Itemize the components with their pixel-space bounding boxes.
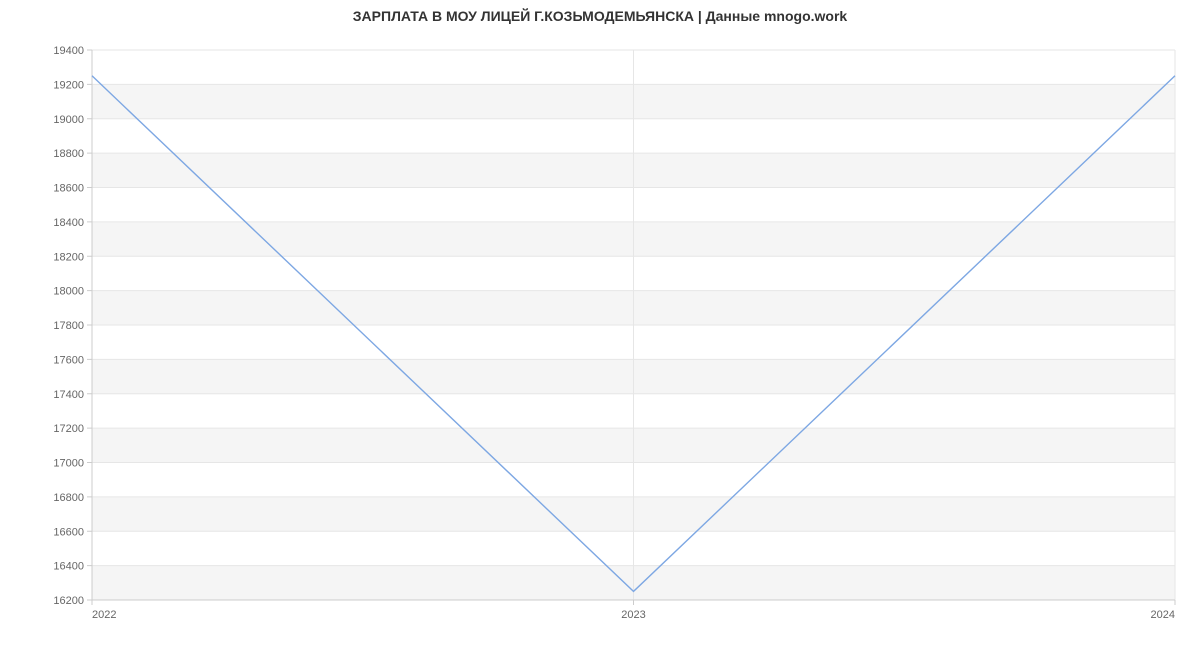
y-tick-label: 18400 [53, 217, 84, 229]
y-tick-label: 18600 [53, 183, 84, 195]
x-tick-label: 2024 [1151, 609, 1175, 621]
y-tick-label: 16200 [53, 595, 84, 607]
chart-svg: 16200 16400 16600 16800 17000 17200 17400 17600… [0, 0, 1200, 650]
y-tick-label: 19400 [53, 45, 84, 57]
y-tick-label: 17600 [53, 354, 84, 366]
y-tick-label: 16800 [53, 492, 84, 504]
y-tick-label: 17200 [53, 423, 84, 435]
x-tick-label: 2022 [92, 609, 116, 621]
y-tick-label: 18000 [53, 286, 84, 298]
y-tick-label: 19000 [53, 114, 84, 126]
x-tick-label: 2023 [621, 609, 645, 621]
y-tick-label: 18200 [53, 251, 84, 263]
y-tick-label: 18800 [53, 148, 84, 160]
y-tick-label: 16400 [53, 561, 84, 573]
y-tick-label: 17400 [53, 389, 84, 401]
y-tick-label: 16600 [53, 526, 84, 538]
chart-title: ЗАРПЛАТА В МОУ ЛИЦЕЙ Г.КОЗЬМОДЕМЬЯНСКА |… [0, 8, 1200, 24]
y-tick-label: 17800 [53, 320, 84, 332]
y-tick-label: 19200 [53, 79, 84, 91]
y-tick-label: 17000 [53, 458, 84, 470]
salary-chart: ЗАРПЛАТА В МОУ ЛИЦЕЙ Г.КОЗЬМОДЕМЬЯНСКА |… [0, 0, 1200, 650]
